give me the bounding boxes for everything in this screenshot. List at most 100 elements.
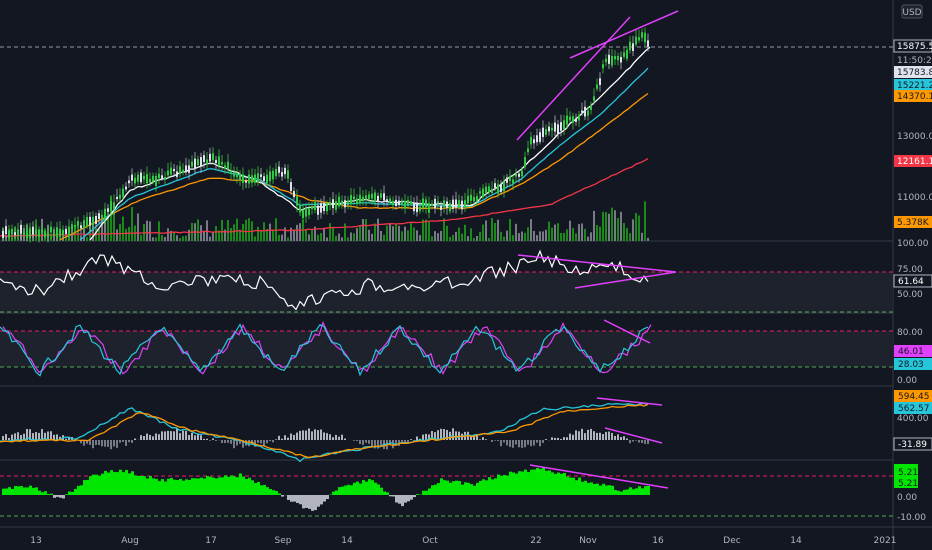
candle-body bbox=[455, 199, 457, 208]
candle-body bbox=[17, 229, 19, 236]
stoch-tick-80: 80.00 bbox=[897, 328, 923, 338]
volume-bar bbox=[260, 230, 262, 241]
volume-bar bbox=[170, 230, 172, 241]
volume-bar bbox=[287, 237, 289, 241]
candle-body bbox=[629, 41, 631, 51]
candle-body bbox=[479, 191, 481, 194]
candle-body bbox=[521, 170, 523, 177]
momentum-bar bbox=[569, 477, 572, 495]
ema-cyan-line bbox=[79, 67, 649, 241]
macd-hist-bar bbox=[86, 440, 88, 444]
candle-body bbox=[608, 54, 610, 64]
volume-bar bbox=[476, 236, 478, 241]
momentum-bar bbox=[560, 473, 563, 495]
macd-hist-bar bbox=[623, 436, 625, 440]
momentum-bar bbox=[158, 481, 161, 495]
macd-hist-bar bbox=[593, 431, 595, 440]
momentum-bar bbox=[398, 495, 401, 504]
candle-body bbox=[536, 135, 538, 143]
momentum-bar bbox=[449, 482, 452, 495]
momentum-bar bbox=[368, 479, 371, 495]
volume-bar bbox=[212, 231, 214, 241]
price-tick-11000: 11000.00 bbox=[897, 193, 932, 203]
candle-body bbox=[401, 201, 403, 205]
candle-body bbox=[116, 196, 118, 200]
candle-body bbox=[293, 191, 295, 198]
macd-hist-bar bbox=[587, 429, 589, 440]
momentum-bar bbox=[182, 480, 185, 495]
candle-body bbox=[644, 32, 646, 43]
candle-body bbox=[632, 43, 634, 51]
volume-bar bbox=[500, 231, 502, 241]
volume-bar bbox=[392, 226, 394, 241]
momentum-bar bbox=[509, 471, 512, 495]
momentum-bar bbox=[218, 477, 221, 495]
volume-bar bbox=[293, 230, 295, 241]
volume-bar bbox=[233, 224, 235, 241]
macd-hist-bar bbox=[569, 433, 571, 440]
volume-bar bbox=[74, 225, 76, 241]
momentum-bar bbox=[65, 494, 68, 495]
volume-bar bbox=[566, 229, 568, 241]
momentum-bar bbox=[86, 479, 89, 495]
momentum-bar bbox=[434, 484, 437, 495]
momentum-bar bbox=[371, 480, 374, 495]
volume-bar bbox=[449, 236, 451, 241]
candle-body bbox=[425, 199, 427, 208]
volume-bar bbox=[131, 207, 133, 241]
volume-bar bbox=[365, 219, 367, 241]
candle-body bbox=[26, 229, 28, 238]
macd-hist-bar bbox=[515, 440, 517, 445]
candle-body bbox=[203, 155, 205, 162]
momentum-bar bbox=[53, 495, 56, 498]
momentum-bar bbox=[29, 485, 32, 495]
candle-body bbox=[80, 225, 82, 229]
momentum-bar bbox=[341, 486, 344, 495]
candle-body bbox=[245, 180, 247, 183]
candle-body bbox=[257, 173, 259, 183]
stoch-d-tag bbox=[894, 358, 932, 370]
momentum-bar bbox=[257, 481, 260, 495]
macd-hist-bar bbox=[359, 440, 361, 445]
macd-hist-bar bbox=[122, 440, 124, 442]
macd-hist-bar bbox=[371, 440, 373, 448]
candle-body bbox=[599, 78, 601, 85]
candle-body bbox=[110, 201, 112, 211]
candle-body bbox=[329, 201, 331, 206]
volume-bar bbox=[374, 223, 376, 241]
time-label-oct: Oct bbox=[422, 536, 438, 546]
momentum-bar bbox=[641, 488, 644, 495]
macd-hist-bar bbox=[317, 430, 319, 440]
momentum-bar bbox=[464, 482, 467, 495]
momentum-bar bbox=[347, 484, 350, 495]
momentum-bar bbox=[323, 495, 326, 502]
momentum-bar bbox=[2, 488, 5, 495]
candle-body bbox=[113, 202, 115, 209]
volume-bar bbox=[248, 218, 250, 241]
volume-bar bbox=[485, 220, 487, 241]
macd-lines bbox=[0, 402, 649, 463]
volume-bar bbox=[113, 207, 115, 241]
candle-body bbox=[638, 37, 640, 41]
volume-bar bbox=[269, 223, 271, 241]
volume-bar bbox=[557, 223, 559, 241]
momentum-bar bbox=[317, 495, 320, 507]
time-label-13: 13 bbox=[30, 536, 41, 546]
candle-body bbox=[323, 203, 325, 212]
ema-white-value: 15783.86 bbox=[897, 68, 932, 78]
momentum-bar bbox=[485, 480, 488, 495]
candle-body bbox=[545, 129, 547, 135]
momentum-bar bbox=[290, 495, 293, 502]
momentum-bar bbox=[245, 478, 248, 495]
ema-white-tag bbox=[894, 66, 932, 78]
candle-body bbox=[32, 226, 34, 235]
momentum-bar bbox=[446, 480, 449, 495]
volume-bar bbox=[632, 219, 634, 241]
volume-bar bbox=[578, 224, 580, 241]
candle-body bbox=[428, 203, 430, 213]
macd-hist-bar bbox=[194, 435, 196, 440]
time-label-2021: 2021 bbox=[874, 536, 897, 546]
volume-bar bbox=[86, 237, 88, 241]
volume-bar bbox=[305, 230, 307, 241]
